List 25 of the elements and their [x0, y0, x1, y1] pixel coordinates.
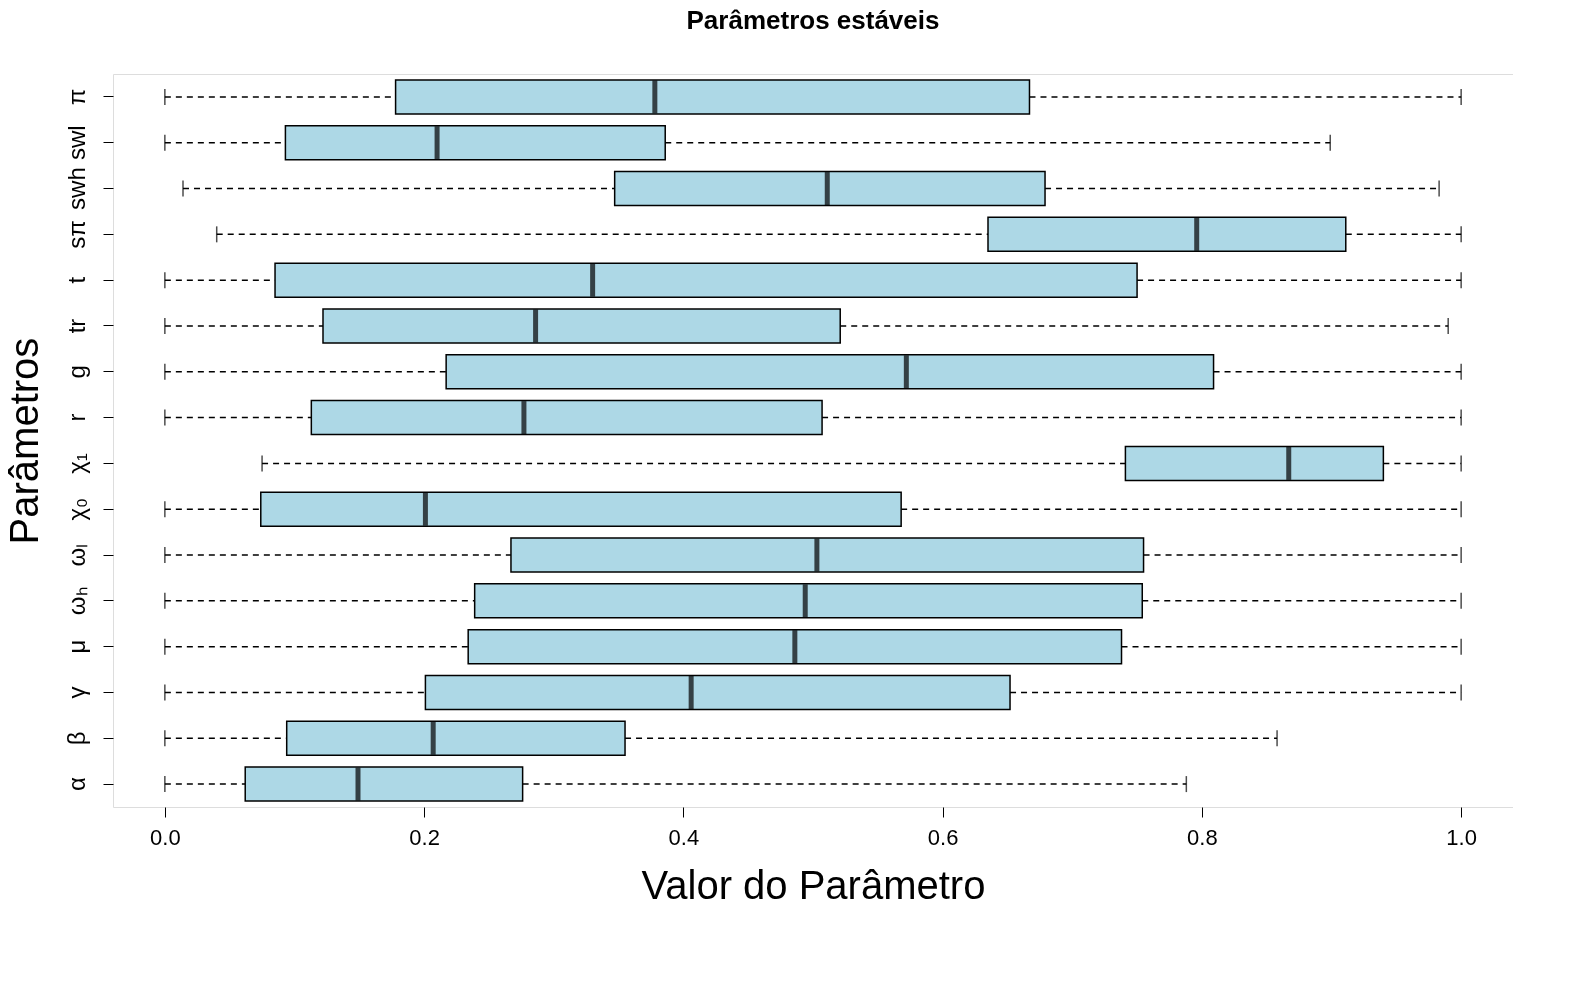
y-tick-label: ωₕ — [62, 586, 90, 616]
chart-title: Parâmetros estáveis — [686, 5, 940, 35]
x-tick-label: 0.2 — [409, 824, 440, 850]
y-axis-title: Parâmetros — [1, 337, 46, 545]
y-tick-label: ωₗ — [62, 543, 90, 567]
y-tick-label: χ₁ — [62, 453, 90, 474]
y-tick-label: r — [62, 413, 90, 422]
y-tick-label: g — [62, 365, 90, 379]
y-tick-label: χ₀ — [62, 497, 90, 521]
y-tick-label: β — [62, 731, 90, 746]
x-tick-label: 0.4 — [668, 824, 700, 850]
y-tick-label: γ — [62, 686, 90, 699]
y-tick-label: π — [62, 88, 90, 106]
y-tick-label: sπ — [62, 220, 90, 249]
y-tick-label: α — [62, 777, 90, 792]
x-tick-label: 0.0 — [150, 824, 181, 850]
y-tick-label: μ — [62, 639, 90, 654]
y-tick-label: swh — [62, 167, 90, 210]
x-tick-label: 0.8 — [1187, 824, 1218, 850]
x-axis-title: Valor do Parâmetro — [641, 862, 986, 907]
y-tick-label: tr — [62, 318, 90, 334]
y-tick-label: t — [62, 276, 90, 284]
y-tick-label: swl — [62, 125, 90, 161]
x-tick-label: 1.0 — [1446, 824, 1477, 850]
x-tick-label: 0.6 — [927, 824, 959, 850]
